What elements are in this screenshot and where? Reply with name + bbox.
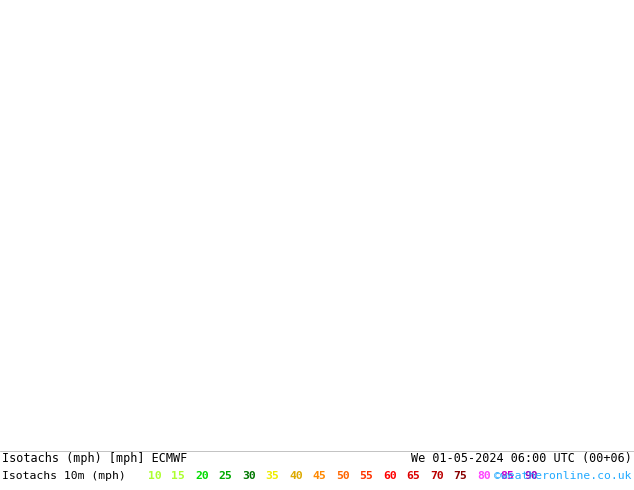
Text: We 01-05-2024 06:00 UTC (00+06): We 01-05-2024 06:00 UTC (00+06) [411, 452, 632, 465]
Text: 60: 60 [383, 471, 397, 481]
Text: 70: 70 [430, 471, 444, 481]
Text: Isotachs (mph) [mph] ECMWF: Isotachs (mph) [mph] ECMWF [2, 452, 187, 465]
Text: 65: 65 [406, 471, 420, 481]
Text: 50: 50 [336, 471, 350, 481]
Text: 80: 80 [477, 471, 491, 481]
Text: 20: 20 [195, 471, 209, 481]
Text: 45: 45 [313, 471, 327, 481]
Text: Isotachs 10m (mph): Isotachs 10m (mph) [2, 471, 126, 481]
Text: 55: 55 [359, 471, 373, 481]
Text: 90: 90 [524, 471, 538, 481]
Text: 10: 10 [148, 471, 162, 481]
Text: 75: 75 [453, 471, 467, 481]
Text: ©weatheronline.co.uk: ©weatheronline.co.uk [495, 471, 632, 481]
Text: 30: 30 [242, 471, 256, 481]
Text: 15: 15 [172, 471, 185, 481]
Text: 40: 40 [289, 471, 303, 481]
Text: 85: 85 [500, 471, 514, 481]
Text: 35: 35 [266, 471, 279, 481]
Text: 25: 25 [219, 471, 232, 481]
